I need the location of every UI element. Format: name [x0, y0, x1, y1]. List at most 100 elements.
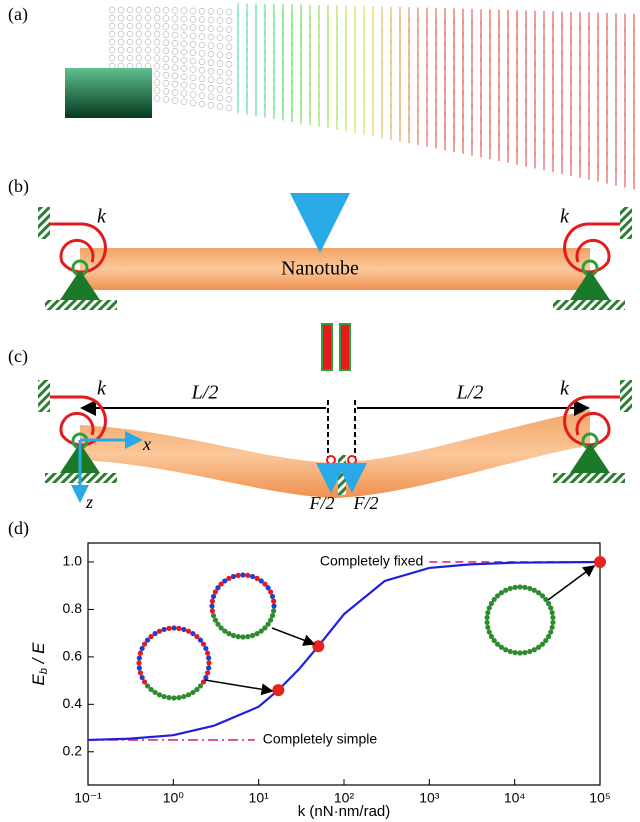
- atom: [154, 71, 160, 77]
- atom: [217, 9, 223, 15]
- ring-atom: [512, 585, 517, 590]
- axis-label: x: [142, 434, 151, 454]
- atom: [208, 77, 214, 83]
- atom: [199, 50, 205, 56]
- atom: [217, 69, 223, 75]
- data-point: [272, 684, 284, 696]
- ring-atom: [236, 573, 241, 578]
- ring-atom: [250, 574, 255, 579]
- atom: [154, 79, 160, 85]
- atom: [190, 91, 196, 97]
- spring-label: k: [97, 206, 107, 228]
- atom: [181, 41, 187, 47]
- atom: [172, 40, 178, 46]
- atom: [217, 86, 223, 92]
- equals-sign: [322, 324, 350, 370]
- ring-atom: [240, 634, 245, 639]
- ring-atom: [484, 615, 489, 620]
- x-tick-label: 10³: [419, 790, 440, 806]
- ring-atom: [270, 613, 275, 618]
- ring-atom: [550, 610, 555, 615]
- atom: [109, 7, 115, 13]
- atom: [154, 31, 160, 37]
- data-point: [594, 556, 606, 568]
- ring-atom: [250, 633, 255, 638]
- ring-atom: [176, 626, 181, 631]
- beam-label: Nanotube: [281, 258, 359, 280]
- half-length: L/2: [191, 382, 219, 404]
- atom: [172, 48, 178, 54]
- atom: [145, 15, 151, 21]
- ring-atom: [211, 613, 216, 618]
- atom: [109, 39, 115, 45]
- ring-atom: [508, 649, 513, 654]
- bent-nanotube: [80, 410, 590, 498]
- ring-atom: [137, 655, 142, 660]
- atom: [181, 33, 187, 39]
- atom: [172, 81, 178, 87]
- atom: [181, 16, 187, 22]
- atom: [163, 40, 169, 46]
- atom: [190, 41, 196, 47]
- atom: [154, 63, 160, 69]
- atom: [181, 90, 187, 96]
- atom: [226, 26, 232, 32]
- y-tick-label: 0.4: [63, 695, 83, 711]
- y-tick-label: 1.0: [63, 553, 83, 569]
- atom: [154, 47, 160, 53]
- ring-atom: [138, 651, 143, 656]
- atom: [217, 26, 223, 32]
- y-tick-label: 0.6: [63, 648, 83, 664]
- ring-atom: [550, 620, 555, 625]
- atom: [136, 55, 142, 61]
- ring-insets: [136, 572, 555, 700]
- x-tick-label: 10¹: [249, 790, 270, 806]
- ring-atom: [203, 675, 208, 680]
- atom: [226, 35, 232, 41]
- ring-atom: [226, 576, 231, 581]
- atom: [208, 85, 214, 91]
- atom: [199, 67, 205, 73]
- atom: [199, 8, 205, 14]
- atom: [217, 78, 223, 84]
- atom: [127, 23, 133, 29]
- panel-label: (d): [8, 518, 29, 539]
- ring-atom: [157, 629, 162, 634]
- ring-atom: [210, 608, 215, 613]
- atom: [181, 74, 187, 80]
- atom: [190, 50, 196, 56]
- atom: [199, 59, 205, 65]
- atom: [217, 35, 223, 41]
- panel-label: (a): [8, 4, 28, 25]
- ring-atom: [231, 633, 236, 638]
- ring-atom: [245, 573, 250, 578]
- atom: [190, 66, 196, 72]
- atom: [217, 52, 223, 58]
- atom: [172, 16, 178, 22]
- atom: [181, 49, 187, 55]
- atom: [172, 89, 178, 95]
- y-tick-label: 0.8: [63, 600, 83, 616]
- atom: [190, 83, 196, 89]
- ring-atom: [213, 617, 218, 622]
- ring-atom: [487, 605, 492, 610]
- force-label: F/2: [353, 493, 379, 513]
- atom: [208, 26, 214, 32]
- ring-atom: [140, 675, 145, 680]
- ring-atom: [512, 650, 517, 655]
- atom: [163, 96, 169, 102]
- atom: [136, 47, 142, 53]
- spring-label: k: [560, 378, 570, 400]
- ring-atom: [268, 589, 273, 594]
- ring-atom: [162, 627, 167, 632]
- atom: [109, 31, 115, 37]
- atom: [154, 15, 160, 21]
- ring-atom: [136, 660, 141, 665]
- atom: [145, 55, 151, 61]
- ring-atom: [517, 650, 522, 655]
- atom: [127, 7, 133, 13]
- ring-atom: [527, 586, 532, 591]
- atom: [163, 48, 169, 54]
- ring-atom: [245, 634, 250, 639]
- atom: [190, 33, 196, 39]
